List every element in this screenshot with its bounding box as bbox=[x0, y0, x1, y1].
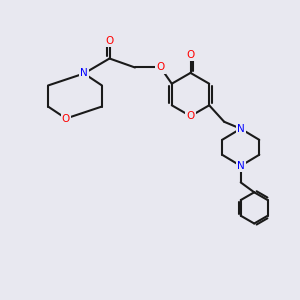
Text: O: O bbox=[105, 35, 114, 46]
Text: O: O bbox=[156, 62, 165, 73]
Text: O: O bbox=[62, 113, 70, 124]
Text: N: N bbox=[237, 124, 244, 134]
Text: O: O bbox=[186, 111, 195, 121]
Text: N: N bbox=[237, 161, 244, 171]
Text: O: O bbox=[186, 50, 195, 60]
Text: N: N bbox=[80, 68, 88, 79]
